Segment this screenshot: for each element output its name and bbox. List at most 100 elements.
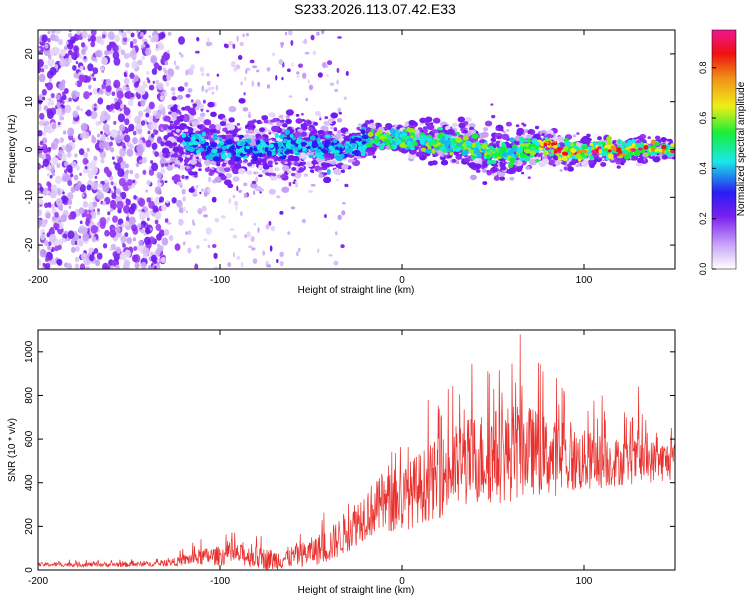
- noise-blob: [134, 262, 140, 269]
- noise-blob: [114, 97, 118, 103]
- noise-blob: [161, 237, 169, 246]
- signal-blob: [606, 135, 613, 142]
- band-blob: [497, 135, 501, 139]
- noise-blob: [48, 165, 52, 169]
- noise-blob: [47, 57, 55, 67]
- signal-blob: [193, 140, 198, 145]
- y-tick-label: 400: [24, 474, 35, 491]
- band-blob: [163, 115, 171, 122]
- signal-blob: [477, 152, 482, 159]
- band-blob: [572, 134, 577, 138]
- band-blob: [268, 188, 276, 195]
- band-blob: [636, 139, 642, 144]
- noise-blob: [142, 249, 146, 253]
- y-tick-label: 200: [24, 518, 35, 535]
- noise-blob: [232, 252, 236, 258]
- noise-blob: [70, 36, 76, 44]
- noise-blob: [38, 99, 43, 105]
- noise-blob: [127, 99, 134, 107]
- signal-blob: [264, 146, 269, 153]
- noise-blob: [257, 227, 260, 234]
- noise-blob: [160, 109, 166, 116]
- band-blob: [616, 165, 621, 169]
- band-blob: [522, 123, 527, 127]
- noise-blob: [56, 108, 63, 116]
- noise-blob: [85, 266, 90, 269]
- noise-blob: [56, 223, 60, 229]
- noise-blob: [60, 195, 68, 204]
- noise-blob: [49, 189, 57, 199]
- noise-blob: [47, 146, 52, 152]
- noise-blob: [185, 69, 189, 76]
- noise-blob: [95, 50, 101, 58]
- band-blob: [420, 122, 424, 126]
- band-blob: [262, 164, 270, 170]
- noise-blob: [227, 262, 232, 268]
- noise-blob: [82, 232, 90, 242]
- noise-blob: [118, 177, 126, 187]
- signal-blob: [456, 131, 460, 136]
- noise-blob: [326, 60, 333, 66]
- signal-blob: [351, 143, 356, 148]
- colorbar-tick-label: 0.2: [698, 212, 708, 225]
- noise-blob: [124, 232, 129, 238]
- noise-blob: [40, 68, 45, 73]
- signal-blob: [309, 135, 316, 141]
- band-blob: [238, 97, 246, 104]
- signal-blob: [308, 154, 315, 159]
- noise-blob: [117, 113, 126, 123]
- noise-blob: [61, 100, 65, 105]
- noise-blob: [123, 205, 131, 214]
- noise-blob: [86, 147, 90, 152]
- noise-blob: [86, 109, 92, 117]
- noise-blob: [305, 97, 309, 102]
- noise-blob: [96, 252, 103, 260]
- band-blob: [480, 131, 489, 138]
- noise-blob: [70, 246, 76, 253]
- band-blob: [505, 121, 512, 127]
- noise-blob: [102, 243, 108, 249]
- band-blob: [298, 167, 305, 173]
- band-blob: [291, 166, 297, 171]
- noise-blob: [151, 162, 159, 172]
- noise-blob: [59, 48, 66, 57]
- noise-blob: [126, 141, 132, 148]
- noise-blob: [301, 218, 306, 224]
- x-tick-label: -200: [28, 576, 48, 587]
- signal-blob: [322, 149, 329, 154]
- noise-blob: [62, 173, 65, 177]
- noise-blob: [113, 101, 121, 110]
- signal-peak-blob: [608, 149, 612, 153]
- noise-blob: [190, 64, 195, 71]
- noise-blob: [87, 63, 94, 72]
- noise-blob: [57, 152, 63, 159]
- band-blob: [186, 154, 191, 158]
- noise-blob: [245, 69, 248, 74]
- noise-blob: [41, 154, 47, 160]
- noise-blob: [54, 175, 62, 185]
- noise-blob: [74, 256, 80, 263]
- band-blob: [270, 123, 274, 126]
- noise-blob: [44, 64, 48, 70]
- noise-blob: [141, 55, 145, 61]
- noise-blob: [286, 68, 291, 73]
- signal-blob: [589, 142, 594, 146]
- band-blob: [468, 162, 477, 169]
- noise-blob: [312, 50, 316, 56]
- noise-blob: [205, 227, 212, 235]
- noise-blob: [72, 110, 79, 118]
- noise-blob: [255, 176, 259, 183]
- noise-blob: [60, 122, 63, 126]
- band-blob: [372, 155, 377, 159]
- signal-blob: [519, 152, 525, 158]
- noise-blob: [68, 142, 72, 146]
- noise-blob: [135, 162, 140, 168]
- band-blob: [475, 164, 482, 170]
- signal-blob: [316, 137, 321, 143]
- noise-blob: [105, 78, 112, 86]
- noise-blob: [137, 59, 143, 66]
- band-blob: [330, 112, 339, 119]
- band-blob: [336, 130, 342, 134]
- signal-blob: [524, 148, 531, 154]
- colorbar-tick-label: 0.4: [698, 162, 708, 175]
